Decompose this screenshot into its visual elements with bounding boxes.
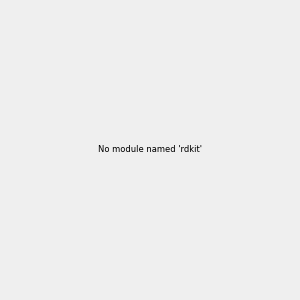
Text: No module named 'rdkit': No module named 'rdkit' (98, 146, 202, 154)
